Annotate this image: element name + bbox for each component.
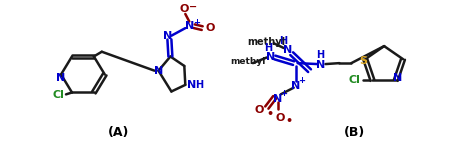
Text: Cl: Cl <box>348 75 361 85</box>
Text: (A): (A) <box>108 126 129 139</box>
Text: Cl: Cl <box>52 90 64 100</box>
Text: H: H <box>317 50 325 60</box>
Text: N: N <box>266 52 275 62</box>
Text: N: N <box>316 60 325 70</box>
Text: N: N <box>393 73 402 83</box>
Text: N: N <box>154 66 163 76</box>
Text: N: N <box>163 31 172 41</box>
Text: N: N <box>273 94 283 104</box>
Text: •: • <box>285 116 292 126</box>
Text: methyl: methyl <box>230 57 265 66</box>
Text: +: + <box>193 18 200 27</box>
Text: O: O <box>275 113 284 123</box>
Text: (B): (B) <box>344 126 365 139</box>
Text: H: H <box>279 36 287 46</box>
Text: H: H <box>264 43 272 53</box>
Text: N: N <box>56 73 66 83</box>
Text: −: − <box>189 1 197 11</box>
Text: N: N <box>283 45 292 55</box>
Text: +: + <box>298 76 305 85</box>
Text: •: • <box>266 109 273 119</box>
Text: O: O <box>254 105 264 115</box>
Text: O: O <box>180 4 189 14</box>
Text: +: + <box>280 89 287 98</box>
Text: S: S <box>359 56 367 66</box>
Text: H: H <box>195 80 203 90</box>
Text: O: O <box>205 23 215 33</box>
Text: N: N <box>185 21 194 31</box>
Text: methyl: methyl <box>247 37 285 47</box>
Text: N: N <box>187 80 196 90</box>
Text: N: N <box>291 81 301 91</box>
